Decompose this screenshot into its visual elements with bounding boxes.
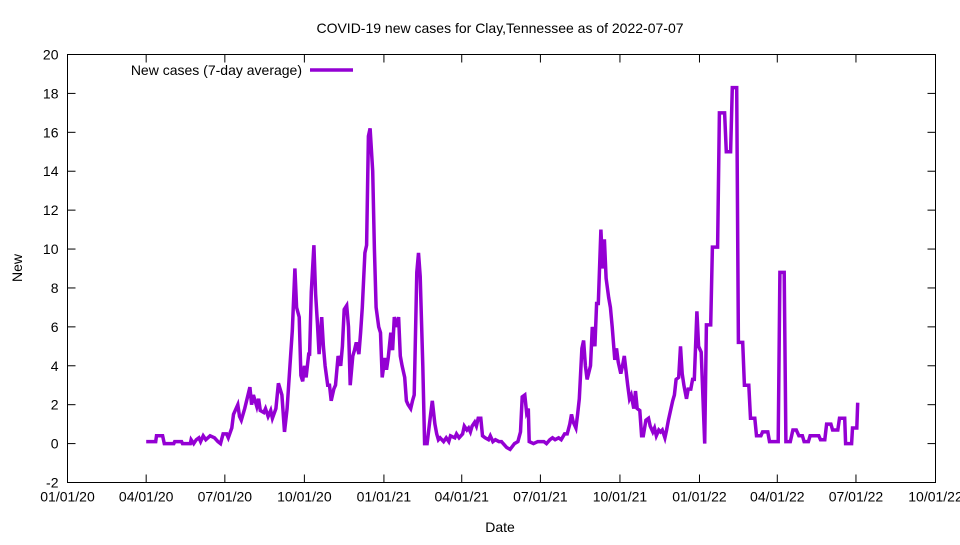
y-tick-label: 10 bbox=[43, 241, 59, 257]
y-tick-label: 20 bbox=[43, 47, 59, 63]
legend-label: New cases (7-day average) bbox=[131, 62, 302, 78]
x-tick-label: 01/01/20 bbox=[40, 489, 95, 505]
x-tick-label: 07/01/22 bbox=[829, 489, 884, 505]
chart-title: COVID-19 new cases for Clay,Tennessee as… bbox=[316, 20, 683, 36]
x-axis-label: Date bbox=[485, 519, 515, 535]
y-tick-label: 14 bbox=[43, 163, 59, 179]
series-line-new-cases bbox=[146, 85, 860, 452]
y-tick-label: 16 bbox=[43, 124, 59, 140]
y-tick-label: 2 bbox=[51, 397, 59, 413]
x-tick-label: 01/01/21 bbox=[357, 489, 412, 505]
legend: New cases (7-day average) bbox=[131, 62, 353, 78]
x-tick-label: 10/01/22 bbox=[908, 489, 960, 505]
x-tick-label: 04/01/22 bbox=[750, 489, 805, 505]
y-tick-label: 8 bbox=[51, 280, 59, 296]
plot-border bbox=[67, 54, 936, 483]
x-tick-label: 10/01/21 bbox=[593, 489, 648, 505]
y-tick-label: -2 bbox=[46, 475, 59, 491]
x-tick-label: 10/01/20 bbox=[277, 489, 332, 505]
y-axis-label: New bbox=[9, 253, 25, 282]
x-tick-label: 07/01/20 bbox=[198, 489, 253, 505]
x-tick-label: 01/01/22 bbox=[672, 489, 727, 505]
x-tick-label: 04/01/20 bbox=[119, 489, 174, 505]
y-tick-label: 4 bbox=[51, 358, 59, 374]
y-tick-label: 12 bbox=[43, 202, 59, 218]
x-tick-label: 07/01/21 bbox=[513, 489, 568, 505]
y-tick-label: 0 bbox=[51, 436, 59, 452]
y-tick-label: 18 bbox=[43, 85, 59, 101]
y-tick-label: 6 bbox=[51, 319, 59, 335]
axis-ticks: -2 0 2 4 6 8 10 12 14 16 18 20 01/01/20 04/01/20 07/01… bbox=[40, 47, 960, 505]
x-tick-label: 04/01/21 bbox=[434, 489, 489, 505]
